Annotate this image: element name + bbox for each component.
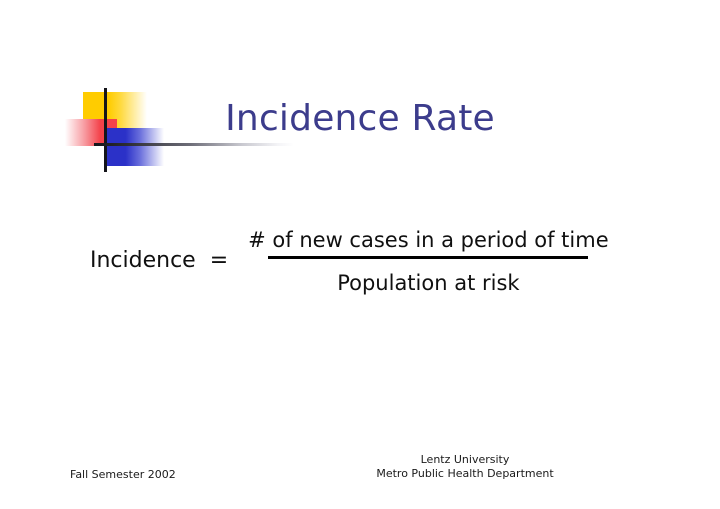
blue-square-icon [104,128,164,166]
formula-left-term: Incidence [90,248,196,273]
footer-institution: Lentz University [420,453,510,466]
fraction-bar [268,256,589,259]
formula-fraction: # of new cases in a period of time Popul… [244,228,612,295]
formula-equals-sign: = [209,248,229,273]
footer-affiliation: Lentz University Metro Public Health Dep… [280,453,650,481]
incidence-formula: Incidence = # of new cases in a period o… [90,228,613,295]
footer-semester: Fall Semester 2002 [70,468,176,481]
vertical-rule-icon [104,88,107,172]
horizontal-rule-icon [94,143,294,146]
formula-numerator: # of new cases in a period of time [248,228,609,252]
formula-denominator: Population at risk [337,271,520,295]
decorative-square-motif [60,86,294,176]
footer-department: Metro Public Health Department [376,467,554,480]
slide-title: Incidence Rate [225,98,495,139]
